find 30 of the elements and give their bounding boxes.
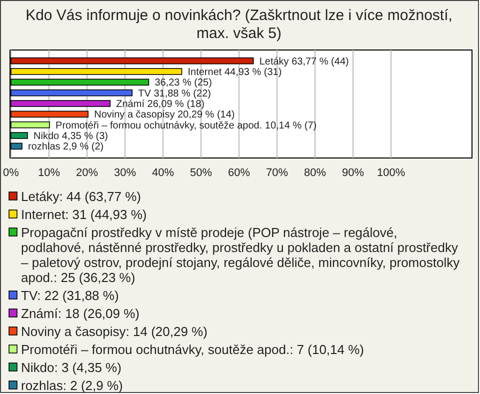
legend-label: Internet: 31 (44,93 %) [21,207,147,222]
x-tick-label: 10% [38,167,60,179]
x-tick-label: 50% [190,167,212,179]
legend-label: Promotéři – formou ochutnávky, soutěže apod.: 7 (10,14 %) [21,342,364,357]
data-label: Nikdo 4,35 % (3) [34,131,108,142]
legend-label: TV: 22 (31,88 %) [21,288,119,303]
x-tick-label: 0% [3,167,20,179]
x-tick-label: 40% [152,167,174,179]
x-tick-label: 100% [376,167,406,179]
data-label: Noviny a časopisy 20,29 % (14) [94,110,235,121]
legend-label: Propagační prostředky v místě prodeje (POP nástroje – regálové, podlahové, nástěnné prostředky, prostředky u pokladen a ostatní prostředky – paletový ostrov, prodejní stojany, regálové děliče, mincovníky, promostolky apod.: 25 (36,23 %) [21,225,460,285]
legend-label: Noviny a časopisy: 14 (20,29 %) [21,324,208,339]
x-tick-label: 20% [76,167,98,179]
legend-label: Známí: 18 (26,09 %) [21,306,140,321]
x-tick-label: 60% [228,167,250,179]
x-tick-label: 90% [342,167,364,179]
data-label: rozhlas 2,9 % (2) [28,142,104,153]
data-label: Promotéři – formou ochutnávky, soutěže apod. 10,14 % (7) [56,120,317,132]
data-label: Internet 44,93 % (31) [188,67,282,78]
legend-label: Nikdo: 3 (4,35 %) [21,360,122,375]
data-label: Známí 26,09 % (18) [116,99,205,110]
x-tick-label: 70% [266,167,288,179]
legend-label: rozhlas: 2 (2,9 %) [21,378,123,393]
data-label: TV 31,88 % (22) [138,88,211,100]
data-label: Letáky 63,77 % (44) [259,56,349,68]
chart-title: Kdo Vás informuje o novinkách? (Zaškrtnout lze i více možností, max. však 5) [26,7,452,42]
x-tick-label: 30% [114,167,136,179]
data-label: 36,23 % (25) [154,78,212,89]
legend-label: Letáky: 44 (63,77 %) [21,189,141,204]
x-tick-label: 80% [304,167,326,179]
